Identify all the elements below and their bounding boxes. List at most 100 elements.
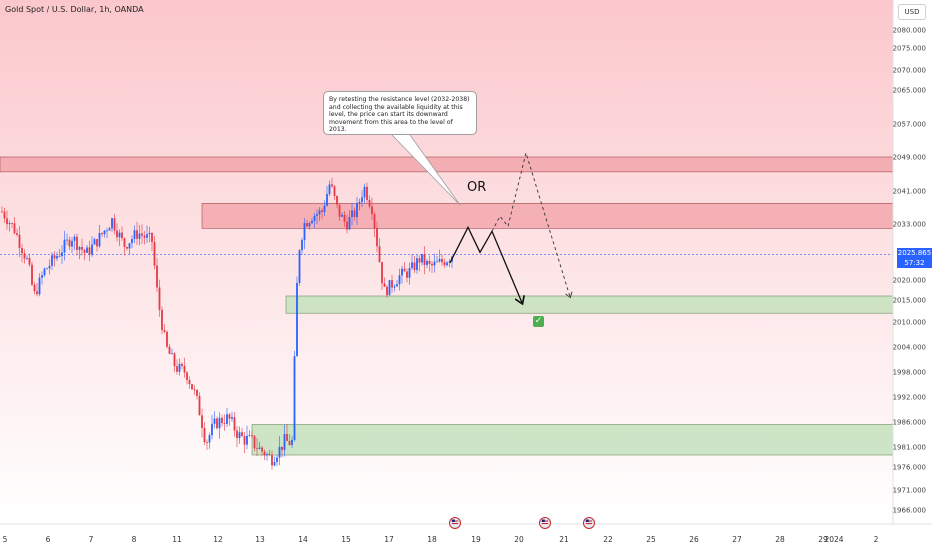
candle-body	[1, 211, 3, 213]
price-axis-label: 2004.000	[893, 344, 926, 352]
candle-body	[138, 233, 141, 239]
candle-body	[153, 242, 156, 266]
candle-body	[431, 263, 433, 266]
time-axis-label: 22	[603, 535, 613, 544]
candle-body	[143, 235, 146, 238]
time-axis-label: 5	[3, 535, 8, 544]
candle-body	[366, 186, 368, 201]
resistance-zone[interactable]	[0, 156, 894, 173]
candle-body	[286, 434, 288, 441]
candle-body	[188, 380, 191, 385]
candle-body	[216, 418, 218, 429]
candle-body	[146, 234, 148, 238]
candle-body	[168, 346, 171, 354]
candle-body	[258, 447, 261, 449]
candle-body	[28, 257, 31, 265]
candle-body	[93, 239, 96, 245]
price-axis-label: 1986.000	[893, 419, 926, 427]
economic-event-flag-icon[interactable]	[583, 517, 595, 529]
candle-body	[236, 430, 238, 439]
candle-body	[33, 284, 36, 292]
currency-button[interactable]: USD	[898, 4, 926, 20]
candle-body	[201, 415, 203, 428]
candle-body	[248, 435, 251, 436]
candle-body	[231, 417, 233, 419]
candle-body	[303, 223, 306, 241]
price-axis-label: 2070.000	[893, 67, 926, 75]
candle-body	[246, 435, 248, 445]
time-axis[interactable]	[0, 524, 932, 550]
candle-body	[436, 261, 438, 263]
time-axis-label: 15	[341, 535, 351, 544]
candle-body	[336, 195, 338, 205]
price-axis-label: 2015.000	[893, 297, 926, 305]
candle-body	[351, 210, 353, 218]
candle-body	[131, 238, 133, 244]
time-axis-label: 7	[89, 535, 94, 544]
candle-body	[11, 223, 13, 224]
candle-body	[38, 277, 41, 295]
candle-body	[326, 194, 328, 206]
price-axis-label: 2041.000	[893, 188, 926, 196]
candle-body	[241, 432, 243, 437]
support-zone[interactable]	[251, 424, 894, 456]
candle-body	[151, 232, 153, 243]
candle-body	[266, 454, 268, 456]
time-axis-label: 26	[689, 535, 699, 544]
candle-body	[16, 233, 18, 235]
price-axis-label: 1981.000	[893, 444, 926, 452]
time-axis-label: 18	[427, 535, 437, 544]
price-axis-label: 2033.000	[893, 221, 926, 229]
candle-body	[348, 217, 351, 230]
time-axis-label: 12	[213, 535, 223, 544]
price-axis-label: 2075.000	[893, 45, 926, 53]
candle-body	[341, 214, 343, 217]
candle-body	[148, 232, 151, 235]
candle-body	[298, 250, 301, 284]
candle-body	[446, 262, 448, 266]
candle-body	[296, 283, 298, 357]
economic-event-flag-icon[interactable]	[449, 517, 461, 529]
candle-body	[343, 214, 346, 222]
time-axis-label: 6	[46, 535, 51, 544]
economic-event-flag-icon[interactable]	[539, 517, 551, 529]
candle-body	[361, 197, 363, 202]
candle-body	[108, 228, 111, 231]
projection-path-solid[interactable]	[449, 225, 522, 302]
candle-body	[126, 247, 128, 249]
support-zone[interactable]	[285, 295, 894, 314]
candle-body	[353, 210, 356, 218]
candle-body	[386, 286, 388, 296]
candle-body	[288, 440, 291, 446]
candle-body	[176, 366, 178, 372]
candle-body	[111, 218, 113, 229]
candle-body	[113, 218, 116, 231]
candle-body	[306, 223, 308, 227]
candle-body	[203, 427, 206, 443]
candle-body	[368, 200, 371, 207]
candle-body	[311, 220, 313, 224]
candle-body	[81, 246, 83, 250]
candle-body	[183, 365, 186, 373]
candle-body	[48, 265, 51, 269]
candle-body	[441, 259, 443, 263]
candle-body	[8, 223, 11, 225]
candle-body	[23, 253, 26, 259]
candle-body	[421, 253, 423, 263]
time-axis-label: 28	[775, 535, 785, 544]
candle-body	[73, 236, 76, 241]
candle-body	[338, 204, 341, 217]
candle-body	[103, 230, 106, 235]
bar-countdown: 57:32	[904, 258, 925, 267]
candle-body	[448, 261, 451, 263]
candle-body	[383, 283, 386, 287]
candle-body	[263, 451, 266, 456]
candle-body	[123, 238, 126, 248]
candle-body	[171, 353, 173, 355]
current-price-tag: 2025.865 57:32	[897, 248, 932, 268]
candle-body	[83, 249, 86, 253]
symbol-title[interactable]: Gold Spot / U.S. Dollar, 1h, OANDA	[5, 5, 144, 14]
callout-pointer	[391, 134, 461, 206]
time-axis-label: 29	[818, 535, 828, 544]
